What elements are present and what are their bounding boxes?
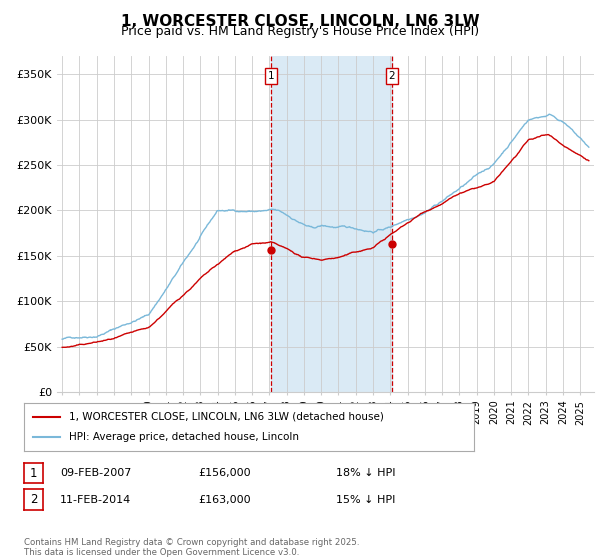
Text: Contains HM Land Registry data © Crown copyright and database right 2025.
This d: Contains HM Land Registry data © Crown c… xyxy=(24,538,359,557)
Bar xyxy=(271,56,392,392)
Text: 1, WORCESTER CLOSE, LINCOLN, LN6 3LW (detached house): 1, WORCESTER CLOSE, LINCOLN, LN6 3LW (de… xyxy=(69,412,384,422)
Text: 1: 1 xyxy=(268,71,274,81)
Text: £156,000: £156,000 xyxy=(198,468,251,478)
Text: 1, WORCESTER CLOSE, LINCOLN, LN6 3LW: 1, WORCESTER CLOSE, LINCOLN, LN6 3LW xyxy=(121,14,479,29)
Text: 2: 2 xyxy=(389,71,395,81)
Text: 2: 2 xyxy=(30,493,37,506)
Text: 09-FEB-2007: 09-FEB-2007 xyxy=(60,468,131,478)
Text: 1: 1 xyxy=(30,466,37,480)
Text: 18% ↓ HPI: 18% ↓ HPI xyxy=(336,468,395,478)
Text: HPI: Average price, detached house, Lincoln: HPI: Average price, detached house, Linc… xyxy=(69,432,299,442)
Text: Price paid vs. HM Land Registry's House Price Index (HPI): Price paid vs. HM Land Registry's House … xyxy=(121,25,479,38)
Text: £163,000: £163,000 xyxy=(198,494,251,505)
Text: 15% ↓ HPI: 15% ↓ HPI xyxy=(336,494,395,505)
Text: 11-FEB-2014: 11-FEB-2014 xyxy=(60,494,131,505)
